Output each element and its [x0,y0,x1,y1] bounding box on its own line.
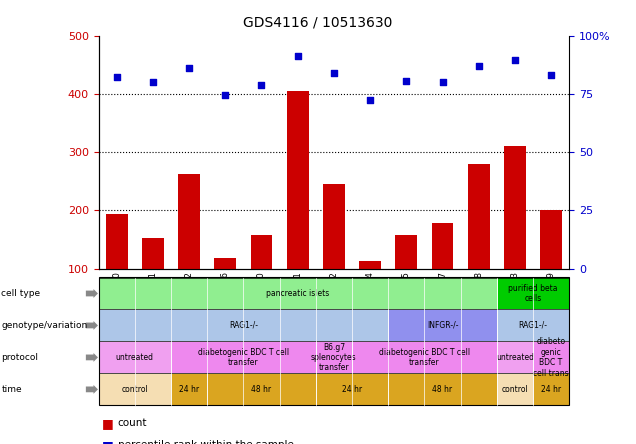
Bar [504,146,526,269]
Bar [142,238,163,269]
Text: 24 hr: 24 hr [541,385,561,394]
Text: control: control [121,385,148,394]
Point [438,79,448,86]
Text: RAG1-/-: RAG1-/- [229,321,258,330]
Point [401,77,411,84]
Text: RAG1-/-: RAG1-/- [518,321,548,330]
Text: INFGR-/-: INFGR-/- [427,321,459,330]
Text: ■: ■ [102,416,113,430]
Text: 48 hr: 48 hr [432,385,453,394]
Point [365,96,375,103]
Text: percentile rank within the sample: percentile rank within the sample [118,440,294,444]
Bar [359,261,381,269]
Text: GDS4116 / 10513630: GDS4116 / 10513630 [244,16,392,30]
Point [220,91,230,99]
Text: count: count [118,418,147,428]
Text: protocol: protocol [1,353,38,362]
Text: ■: ■ [102,439,113,444]
Point [474,62,484,69]
Text: diabetogenic BDC T cell
transfer: diabetogenic BDC T cell transfer [198,348,289,367]
Bar [106,214,128,269]
Bar [396,235,417,269]
Text: diabeto
genic
BDC T
cell trans: diabeto genic BDC T cell trans [534,337,569,377]
Text: 24 hr: 24 hr [179,385,199,394]
Bar [323,183,345,269]
Bar [251,235,272,269]
Text: diabetogenic BDC T cell
transfer: diabetogenic BDC T cell transfer [379,348,470,367]
Text: time: time [1,385,22,394]
Point [256,82,266,89]
Text: pancreatic islets: pancreatic islets [266,289,329,298]
Point [184,64,194,71]
Text: untreated: untreated [116,353,154,362]
Bar [432,223,453,269]
Point [329,70,339,77]
Text: control: control [502,385,529,394]
Bar [214,258,236,269]
Bar [468,164,490,269]
Text: cell type: cell type [1,289,41,298]
Point [546,71,556,79]
Bar [178,174,200,269]
Point [293,52,303,59]
Bar [287,91,308,269]
Bar [540,210,562,269]
Text: 24 hr: 24 hr [342,385,362,394]
Text: purified beta
cells: purified beta cells [508,284,558,303]
Text: untreated: untreated [496,353,534,362]
Point [510,56,520,63]
Text: 48 hr: 48 hr [251,385,272,394]
Point [111,74,121,81]
Text: B6.g7
splenocytes
transfer: B6.g7 splenocytes transfer [311,342,357,373]
Text: genotype/variation: genotype/variation [1,321,88,330]
Point [148,79,158,86]
